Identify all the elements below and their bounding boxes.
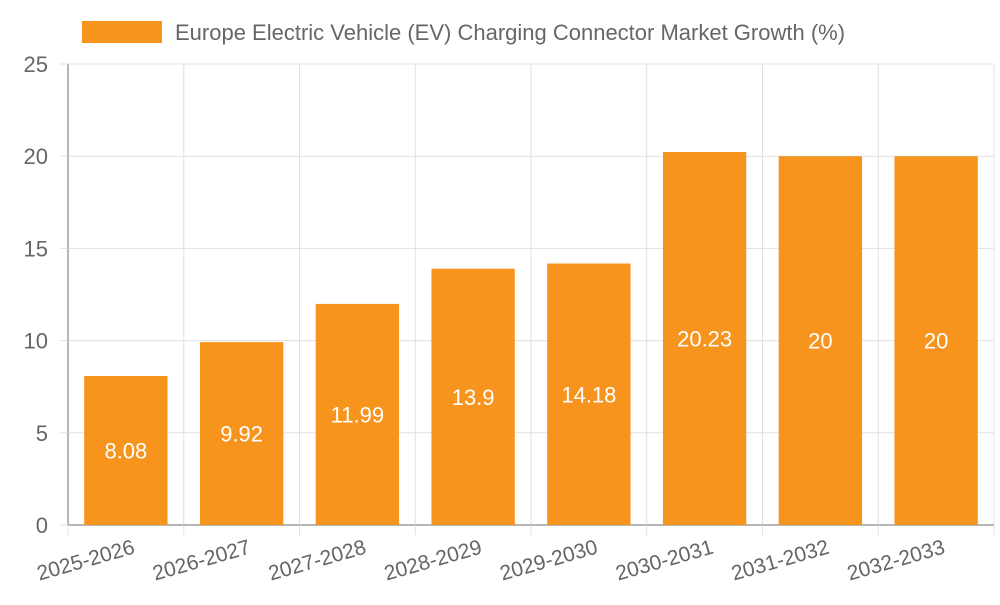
y-tick-label: 5 bbox=[36, 421, 48, 446]
bar bbox=[84, 376, 168, 525]
data-label: 14.18 bbox=[561, 382, 616, 407]
bar bbox=[662, 151, 747, 525]
data-label: 20.23 bbox=[677, 326, 732, 351]
x-tick-label: 2028-2029 bbox=[382, 536, 485, 586]
x-tick-label: 2029-2030 bbox=[497, 536, 600, 586]
legend-label: Europe Electric Vehicle (EV) Charging Co… bbox=[175, 20, 845, 45]
data-label: 8.08 bbox=[104, 439, 147, 464]
bar bbox=[315, 303, 400, 525]
bar bbox=[547, 263, 631, 525]
bar bbox=[894, 156, 978, 525]
data-label: 20 bbox=[924, 329, 948, 354]
data-label: 13.9 bbox=[452, 385, 495, 410]
y-tick-label: 10 bbox=[24, 329, 48, 354]
x-axis-ticks: 2025-2026 2026-2027 2027-2028 2028-2029 2029… bbox=[34, 525, 995, 586]
x-tick-label: 2026-2027 bbox=[150, 536, 253, 586]
x-tick-label: 2032-2033 bbox=[845, 536, 948, 586]
legend-swatch bbox=[82, 21, 162, 43]
bars bbox=[84, 151, 978, 525]
y-tick-label: 20 bbox=[24, 144, 48, 169]
y-axis-ticks: 0 5 10 15 20 25 bbox=[24, 52, 68, 538]
data-label: 11.99 bbox=[331, 402, 384, 427]
data-label: 20 bbox=[808, 329, 832, 354]
x-tick-label: 2027-2028 bbox=[266, 536, 369, 586]
data-labels: 8.08 9.92 11.99 13.9 14.18 20.23 20 20 bbox=[104, 326, 948, 463]
y-tick-label: 0 bbox=[36, 513, 48, 538]
data-label: 9.92 bbox=[220, 422, 263, 447]
bar bbox=[199, 342, 284, 525]
bar bbox=[778, 156, 863, 525]
x-tick-label: 2030-2031 bbox=[613, 536, 716, 586]
y-tick-label: 25 bbox=[24, 52, 48, 77]
x-tick-label: 2025-2026 bbox=[34, 536, 137, 586]
x-tick-label: 2031-2032 bbox=[729, 536, 832, 586]
bar bbox=[431, 268, 515, 525]
legend: Europe Electric Vehicle (EV) Charging Co… bbox=[82, 20, 845, 45]
y-tick-label: 15 bbox=[24, 236, 48, 261]
grid-lines bbox=[68, 63, 995, 526]
